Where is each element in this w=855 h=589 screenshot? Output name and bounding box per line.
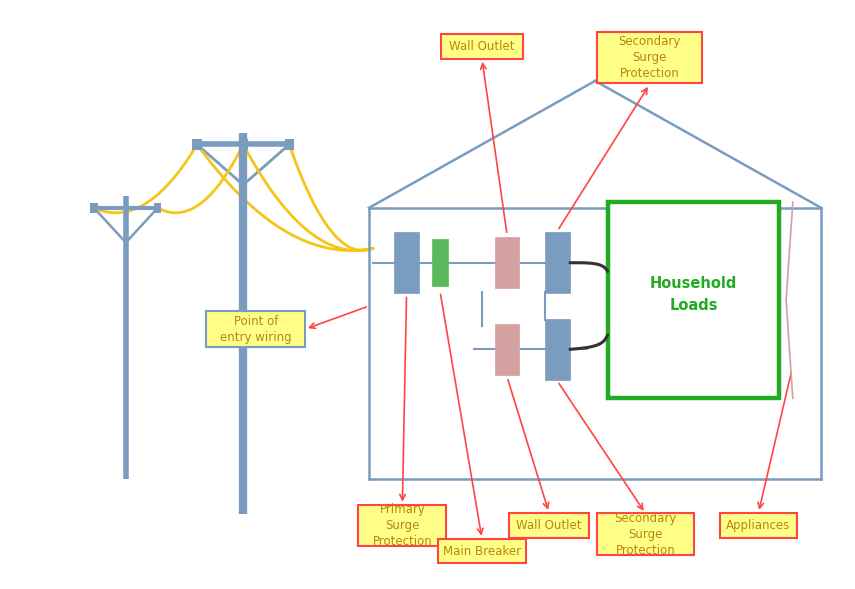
FancyBboxPatch shape [720,513,797,538]
FancyBboxPatch shape [495,324,519,375]
Text: Secondary
Surge
Protection: Secondary Surge Protection [614,511,676,557]
FancyBboxPatch shape [206,311,305,347]
FancyBboxPatch shape [441,34,523,59]
FancyBboxPatch shape [438,540,526,564]
Text: Primary
Surge
Protection: Primary Surge Protection [373,503,433,548]
FancyBboxPatch shape [545,319,570,380]
FancyBboxPatch shape [154,203,162,213]
Text: Secondary
Surge
Protection: Secondary Surge Protection [618,35,681,80]
Text: Appliances: Appliances [727,519,791,532]
FancyBboxPatch shape [432,239,449,286]
Text: Point of
entry wiring: Point of entry wiring [220,315,292,343]
FancyBboxPatch shape [239,138,248,150]
FancyBboxPatch shape [597,32,702,83]
FancyBboxPatch shape [358,505,446,546]
Text: Wall Outlet: Wall Outlet [516,519,581,532]
FancyBboxPatch shape [192,138,202,150]
FancyBboxPatch shape [545,233,570,293]
Text: Household
Loads: Household Loads [650,276,737,313]
Text: Main Breaker: Main Breaker [443,545,521,558]
Text: Wall Outlet: Wall Outlet [449,40,515,53]
FancyBboxPatch shape [597,513,693,555]
FancyBboxPatch shape [91,203,97,213]
FancyBboxPatch shape [394,233,419,293]
FancyBboxPatch shape [510,512,589,538]
FancyBboxPatch shape [608,202,780,398]
FancyBboxPatch shape [285,138,294,150]
FancyBboxPatch shape [495,237,519,288]
